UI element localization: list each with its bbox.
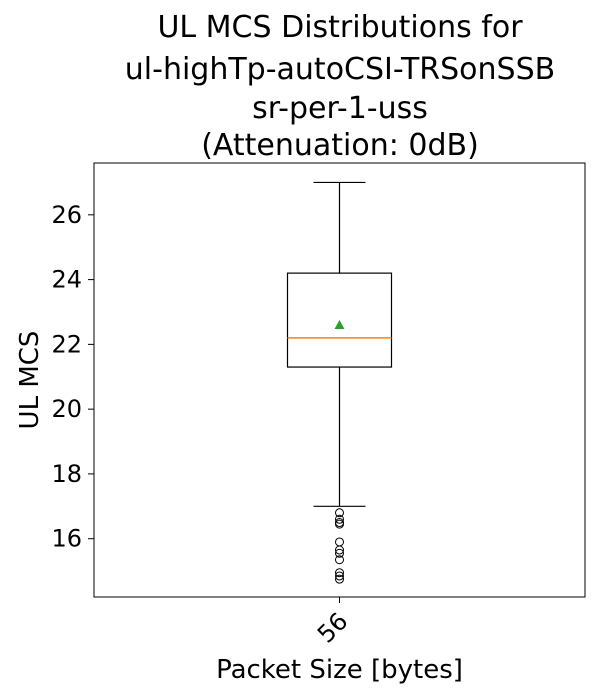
outlier-point bbox=[335, 519, 344, 529]
outlier-point bbox=[335, 555, 344, 565]
y-tick-label: 18 bbox=[51, 460, 82, 488]
outlier-point bbox=[335, 571, 344, 581]
y-tick-label: 26 bbox=[51, 201, 82, 229]
outlier-point bbox=[335, 508, 344, 518]
y-axis-label: UL MCS bbox=[15, 331, 45, 430]
iqr-box bbox=[286, 272, 393, 368]
outlier-point bbox=[335, 574, 344, 584]
outlier-point bbox=[335, 514, 344, 524]
outlier-point bbox=[335, 548, 344, 558]
x-axis-label: Packet Size [bytes] bbox=[216, 655, 463, 685]
title-line-1: UL MCS Distributions for bbox=[157, 10, 523, 45]
y-tick-label: 24 bbox=[51, 266, 82, 294]
outlier-point bbox=[335, 545, 344, 555]
title-line-4: (Attenuation: 0dB) bbox=[201, 128, 479, 163]
mean-marker bbox=[334, 319, 345, 329]
title-line-2: ul-highTp-autoCSI-TRSonSSB bbox=[124, 52, 556, 87]
outlier-point bbox=[335, 537, 344, 547]
x-tick-label: 56 bbox=[312, 607, 353, 648]
y-tick-label: 20 bbox=[51, 395, 82, 423]
y-tick-label: 22 bbox=[51, 330, 82, 358]
outlier-point bbox=[335, 568, 344, 578]
title-line-3: sr-per-1-uss bbox=[252, 91, 428, 126]
y-tick-label: 16 bbox=[51, 525, 82, 553]
